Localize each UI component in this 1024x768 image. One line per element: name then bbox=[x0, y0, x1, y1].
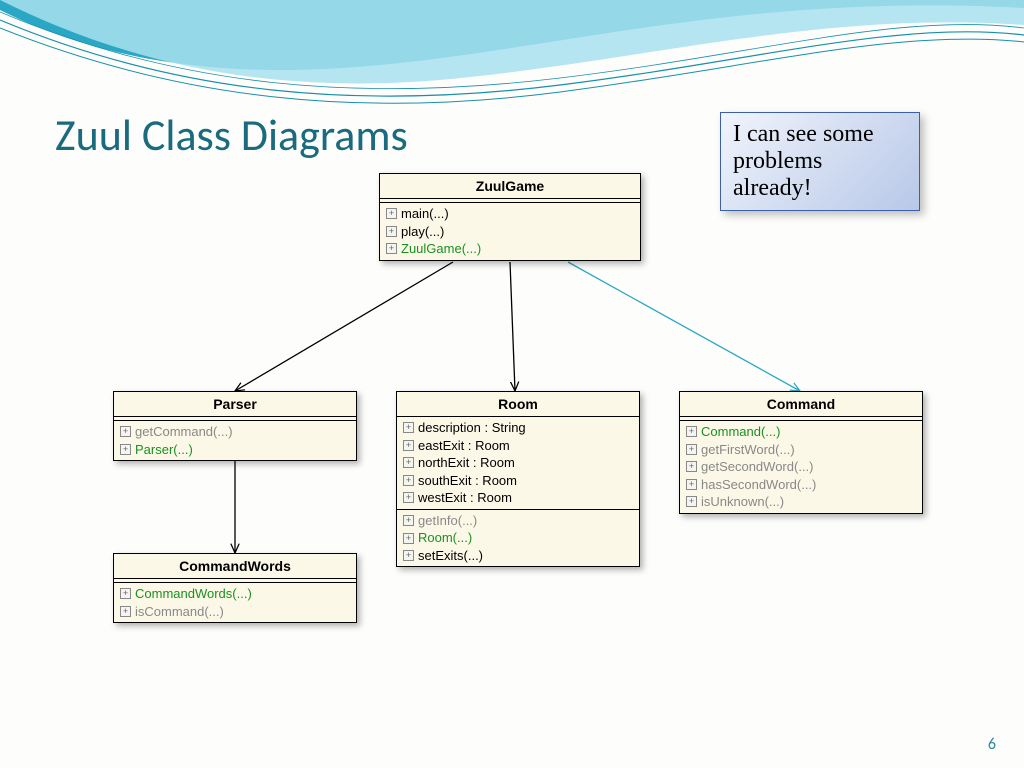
class-box-Command: Command + Command(...) + getFirstWord(...) + g… bbox=[679, 391, 923, 514]
member-label: westExit : Room bbox=[418, 489, 512, 507]
class-header: Room bbox=[397, 392, 639, 417]
member-label: getInfo(...) bbox=[418, 512, 477, 530]
class-header: Command bbox=[680, 392, 922, 417]
expand-icon[interactable]: + bbox=[403, 422, 414, 433]
class-member: + getInfo(...) bbox=[401, 512, 635, 530]
class-section: + Command(...) + getFirstWord(...) + getSecon… bbox=[680, 421, 922, 513]
class-member: + westExit : Room bbox=[401, 489, 635, 507]
class-member: + description : String bbox=[401, 419, 635, 437]
member-label: Command(...) bbox=[701, 423, 780, 441]
member-label: southExit : Room bbox=[418, 472, 517, 490]
callout-line: problems bbox=[733, 148, 907, 175]
class-section: + main(...) + play(...) + ZuulGame(...) bbox=[380, 203, 640, 260]
class-member: + getFirstWord(...) bbox=[684, 441, 918, 459]
class-section: + description : String + eastExit : Room + no… bbox=[397, 417, 639, 510]
page-title: Zuul Class Diagrams bbox=[55, 108, 408, 162]
class-member: + isUnknown(...) bbox=[684, 493, 918, 511]
wave-line-1 bbox=[0, 20, 1024, 96]
class-member: + Room(...) bbox=[401, 529, 635, 547]
class-header: ZuulGame bbox=[380, 174, 640, 199]
member-label: getCommand(...) bbox=[135, 423, 233, 441]
member-label: setExits(...) bbox=[418, 547, 483, 565]
expand-icon[interactable]: + bbox=[403, 457, 414, 468]
expand-icon[interactable]: + bbox=[120, 444, 131, 455]
diagram-edge bbox=[510, 262, 515, 391]
page-number: 6 bbox=[988, 735, 996, 754]
class-member: + main(...) bbox=[384, 205, 636, 223]
expand-icon[interactable]: + bbox=[386, 226, 397, 237]
class-member: + northExit : Room bbox=[401, 454, 635, 472]
class-section: + getCommand(...) + Parser(...) bbox=[114, 421, 356, 460]
expand-icon[interactable]: + bbox=[686, 444, 697, 455]
class-box-Room: Room + description : String + eastExit : Roo… bbox=[396, 391, 640, 567]
class-box-CommandWords: CommandWords + CommandWords(...) + isCommand… bbox=[113, 553, 357, 623]
wave-line-3 bbox=[0, 12, 1024, 89]
class-member: + getSecondWord(...) bbox=[684, 458, 918, 476]
member-label: getSecondWord(...) bbox=[701, 458, 813, 476]
class-section: + getInfo(...) + Room(...) + setExits(...) bbox=[397, 510, 639, 567]
class-member: + getCommand(...) bbox=[118, 423, 352, 441]
wave-line-2 bbox=[0, 28, 1024, 103]
expand-icon[interactable]: + bbox=[386, 243, 397, 254]
callout-line: I can see some bbox=[733, 121, 907, 148]
class-member: + play(...) bbox=[384, 223, 636, 241]
member-label: description : String bbox=[418, 419, 526, 437]
class-member: + hasSecondWord(...) bbox=[684, 476, 918, 494]
expand-icon[interactable]: + bbox=[686, 426, 697, 437]
class-member: + isCommand(...) bbox=[118, 603, 352, 621]
diagram-edge bbox=[235, 262, 453, 391]
class-header: Parser bbox=[114, 392, 356, 417]
member-label: ZuulGame(...) bbox=[401, 240, 481, 258]
expand-icon[interactable]: + bbox=[403, 492, 414, 503]
expand-icon[interactable]: + bbox=[686, 461, 697, 472]
expand-icon[interactable]: + bbox=[403, 515, 414, 526]
class-member: + setExits(...) bbox=[401, 547, 635, 565]
member-label: isUnknown(...) bbox=[701, 493, 784, 511]
expand-icon[interactable]: + bbox=[120, 606, 131, 617]
member-label: getFirstWord(...) bbox=[701, 441, 795, 459]
expand-icon[interactable]: + bbox=[120, 426, 131, 437]
member-label: play(...) bbox=[401, 223, 444, 241]
expand-icon[interactable]: + bbox=[686, 496, 697, 507]
diagram-edge bbox=[568, 262, 800, 391]
class-box-Parser: Parser + getCommand(...) + Parser(...) bbox=[113, 391, 357, 461]
wave-fill-dark bbox=[0, 0, 1024, 70]
member-label: eastExit : Room bbox=[418, 437, 510, 455]
member-label: CommandWords(...) bbox=[135, 585, 252, 603]
class-member: + eastExit : Room bbox=[401, 437, 635, 455]
class-box-ZuulGame: ZuulGame + main(...) + play(...) + ZuulGame(..… bbox=[379, 173, 641, 261]
class-member: + southExit : Room bbox=[401, 472, 635, 490]
expand-icon[interactable]: + bbox=[403, 475, 414, 486]
class-header: CommandWords bbox=[114, 554, 356, 579]
expand-icon[interactable]: + bbox=[386, 208, 397, 219]
wave-fill-light bbox=[0, 0, 1024, 83]
member-label: Parser(...) bbox=[135, 441, 193, 459]
class-member: + CommandWords(...) bbox=[118, 585, 352, 603]
member-label: hasSecondWord(...) bbox=[701, 476, 816, 494]
expand-icon[interactable]: + bbox=[403, 550, 414, 561]
member-label: main(...) bbox=[401, 205, 449, 223]
callout-box: I can see someproblemsalready! bbox=[720, 112, 920, 211]
expand-icon[interactable]: + bbox=[120, 588, 131, 599]
member-label: northExit : Room bbox=[418, 454, 515, 472]
callout-line: already! bbox=[733, 175, 907, 202]
expand-icon[interactable]: + bbox=[403, 440, 414, 451]
class-member: + Parser(...) bbox=[118, 441, 352, 459]
expand-icon[interactable]: + bbox=[686, 479, 697, 490]
member-label: Room(...) bbox=[418, 529, 472, 547]
class-member: + ZuulGame(...) bbox=[384, 240, 636, 258]
expand-icon[interactable]: + bbox=[403, 533, 414, 544]
class-section: + CommandWords(...) + isCommand(...) bbox=[114, 583, 356, 622]
member-label: isCommand(...) bbox=[135, 603, 224, 621]
class-member: + Command(...) bbox=[684, 423, 918, 441]
